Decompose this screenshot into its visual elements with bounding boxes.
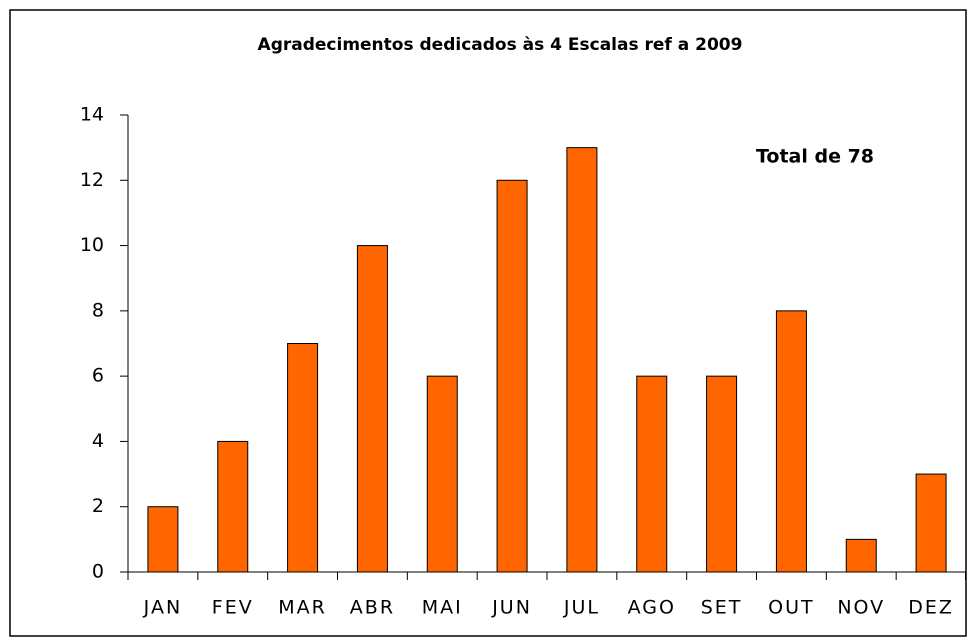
bar: [566, 147, 598, 573]
y-tick-label: 2: [92, 495, 104, 517]
bar: [775, 310, 807, 573]
y-tick-label: 0: [92, 561, 104, 583]
y-tick-label: 6: [92, 365, 104, 387]
annotation: Total de 78: [756, 146, 874, 168]
x-tick-label: NOV: [837, 597, 885, 619]
x-tick-label: MAI: [422, 597, 463, 619]
bar: [636, 375, 668, 573]
x-tick-label: FEV: [212, 597, 254, 619]
bar: [426, 375, 458, 573]
bar: [706, 375, 738, 573]
chart-title: Agradecimentos dedicados às 4 Escalas re…: [258, 35, 743, 55]
bar: [845, 538, 877, 573]
y-tick-label: 14: [80, 104, 104, 126]
bar: [217, 440, 249, 573]
bar: [287, 343, 319, 573]
y-tick-label: 12: [80, 169, 104, 191]
y-tick-label: 10: [80, 234, 104, 256]
x-tick-label: ABR: [350, 597, 395, 619]
y-tick-label: 4: [92, 430, 104, 452]
x-tick-label: JAN: [143, 597, 182, 619]
x-tick-label: SET: [701, 597, 743, 619]
bar: [496, 179, 528, 573]
bar: [356, 245, 388, 573]
x-tick-label: JUN: [491, 597, 532, 619]
x-tick-label: JUL: [563, 597, 600, 619]
bar: [147, 506, 179, 573]
x-tick-label: DEZ: [908, 597, 954, 619]
bar: [915, 473, 947, 573]
x-tick-label: OUT: [768, 597, 814, 619]
x-tick-label: AGO: [628, 597, 676, 619]
y-tick-label: 8: [92, 299, 104, 321]
x-tick-label: MAR: [278, 597, 327, 619]
